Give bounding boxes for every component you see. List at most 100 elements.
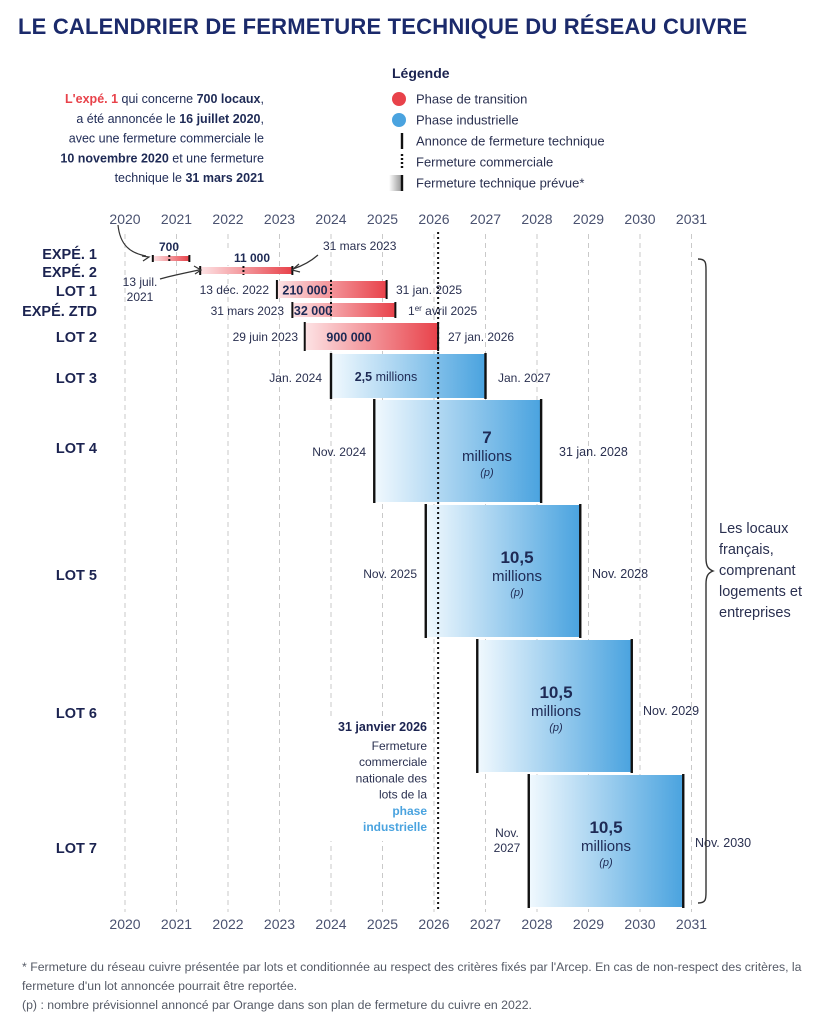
value-lot-6-note-part-0: (p)	[549, 722, 563, 734]
commercial-note-line-4: lots de la	[379, 788, 427, 802]
intro-note-line-3-part-0: avec une fermeture commerciale le	[69, 132, 264, 146]
commercial-note-line-1: Fermeture	[372, 739, 428, 753]
x-tick-bottom-2029: 2029	[573, 916, 604, 932]
value-lot-7-amount-part-0: 10,5	[589, 818, 622, 837]
start-label-exp-ztd: 31 mars 2023	[211, 304, 285, 318]
row-label-lot-3: LOT 3	[56, 371, 97, 387]
side-note-line-3: comprenant	[719, 563, 796, 579]
start-label-lot-4: Nov. 2024	[312, 445, 366, 459]
value-lot-4-unit-part-0: millions	[462, 448, 512, 465]
legend-title: Légende	[392, 65, 450, 81]
labels: 2020 2020 2021 2021 2022 2022 2023 2023 2024 2024…	[22, 211, 751, 932]
intro-note-line-5-part-0: technique le	[115, 171, 186, 185]
x-tick-bottom-2024: 2024	[315, 916, 346, 932]
value-lot-1-part-0: 210 000	[282, 284, 327, 298]
side-note-line-1: Les locaux	[719, 521, 789, 537]
arrow-head-intro	[141, 255, 151, 262]
side-note-line-4: logements et	[719, 584, 802, 600]
x-tick-top-2025: 2025	[367, 211, 398, 227]
x-tick-top-2021: 2021	[161, 211, 192, 227]
end-label-lot-5: Nov. 2028	[592, 567, 648, 581]
row-label-lot-6: LOT 6	[56, 706, 97, 722]
bar-lot-5	[425, 505, 581, 637]
start-label-lot-3: Jan. 2024	[269, 371, 322, 385]
bar-lot-7	[528, 775, 684, 907]
bar-exp-2	[200, 267, 293, 274]
bar-lot-6	[477, 640, 632, 772]
x-tick-bottom-2030: 2030	[624, 916, 655, 932]
value-lot-4-amount: 7	[482, 428, 491, 447]
x-tick-top-2030: 2030	[624, 211, 655, 227]
end-label-lot-6: Nov. 2029	[643, 704, 699, 718]
value-lot-7-note-part-0: (p)	[599, 857, 613, 869]
start-label-lot-5: Nov. 2025	[363, 567, 417, 581]
legend-item-fermeture-commerciale: Fermeture commerciale	[416, 155, 553, 170]
value-lot-6-amount: 10,5	[539, 683, 572, 702]
value-lot-6-unit-part-0: millions	[531, 703, 581, 720]
x-tick-bottom-2026: 2026	[418, 916, 449, 932]
row-label-lot-7: LOT 7	[56, 841, 97, 857]
value-lot-2-part-0: 900 000	[326, 331, 371, 345]
x-tick-bottom-2031: 2031	[676, 916, 707, 932]
footnote-criteria: * Fermeture du réseau cuivre présentée p…	[22, 960, 802, 993]
bars	[151, 255, 685, 908]
arrow-head-expe-2-end	[290, 263, 301, 273]
x-tick-bottom-2028: 2028	[521, 916, 552, 932]
value-lot-4-note-part-0: (p)	[480, 467, 494, 479]
x-tick-top-2029: 2029	[573, 211, 604, 227]
annotations: L'expé. 1 qui concerne 700 locaux,a été …	[60, 65, 802, 904]
end-label-exp-ztd-sup: er	[415, 304, 422, 313]
commercial-note-bg	[318, 716, 430, 841]
footnote-forecast: (p) : nombre prévisionnel annoncé par Or…	[22, 998, 532, 1012]
arrow-intro-to-expe-1	[117, 224, 147, 257]
x-tick-bottom-2020: 2020	[109, 916, 140, 932]
intro-note-line-1-part-1: qui concerne	[118, 92, 197, 106]
row-label-exp-2: EXPÉ. 2	[42, 264, 97, 281]
commercial-note-line-3: nationale des	[356, 771, 427, 785]
value-bg-exp-2	[226, 250, 278, 265]
value-exp-ztd-part-0: 32 000	[294, 304, 332, 318]
value-lot-5-unit-part-0: millions	[492, 568, 542, 585]
x-tick-bottom-2025: 2025	[367, 916, 398, 932]
bar-lot-3	[331, 354, 486, 398]
legend-item-phase-de-transition: Phase de transition	[416, 92, 527, 107]
bar-lot-4	[374, 400, 542, 502]
value-lot-5-unit: millions	[492, 568, 542, 585]
commercial-note-date: 31 janvier 2026	[338, 720, 427, 734]
x-tick-bottom-2022: 2022	[212, 916, 243, 932]
value-lot-2: 900 000	[326, 331, 371, 345]
bar-exp-ztd	[292, 303, 396, 317]
closure-timeline-chart: 2020 2020 2021 2021 2022 2022 2023 2023 2024 2024…	[22, 65, 802, 932]
x-tick-top-2031: 2031	[676, 211, 707, 227]
intro-note-line-4: 10 novembre 2020 et une fermeture	[60, 151, 264, 165]
value-lot-5-note: (p)	[510, 587, 524, 599]
end-label-exp-ztd-day: 1	[408, 304, 415, 318]
value-lot-4-amount-part-0: 7	[482, 428, 491, 447]
value-lot-6-amount-part-0: 10,5	[539, 683, 572, 702]
value-lot-4-note: (p)	[480, 467, 494, 479]
value-exp-1: 700	[159, 240, 179, 254]
value-lot-3-part-1: millions	[372, 370, 417, 384]
intro-note-line-5: technique le 31 mars 2021	[115, 171, 264, 185]
brace-all-lots	[697, 258, 715, 904]
intro-note-line-1-part-3: ,	[261, 92, 264, 106]
intro-note-line-2-part-1: 16 juillet 2020	[179, 112, 260, 126]
x-tick-bottom-2023: 2023	[264, 916, 295, 932]
x-tick-bottom-2021: 2021	[161, 916, 192, 932]
value-lot-7-note: (p)	[599, 857, 613, 869]
legend-swatch-phase-industrielle	[392, 113, 406, 127]
row-label-lot-2: LOT 2	[56, 330, 97, 346]
end-label-lot-4: 31 jan. 2028	[559, 445, 628, 459]
legend-item-annonce-de-fermeture-technique: Annonce de fermeture technique	[416, 134, 605, 149]
value-exp-2: 11 000	[234, 251, 270, 265]
start-label-exp-2: 13 juil.	[123, 275, 158, 289]
intro-note-line-5-part-1: 31 mars 2021	[185, 171, 264, 185]
end-label-lot-3: Jan. 2027	[498, 371, 551, 385]
start-label-lot-7: Nov.	[495, 826, 519, 840]
end-label-exp-ztd-rest: avril 2025	[422, 304, 478, 318]
value-lot-5-amount-part-0: 10,5	[500, 548, 533, 567]
value-lot-3-part-0: 2,5	[355, 370, 372, 384]
legend-item-fermeture-technique-pr-vue: Fermeture technique prévue*	[416, 176, 584, 191]
x-tick-top-2026: 2026	[418, 211, 449, 227]
value-lot-4-unit: millions	[462, 448, 512, 465]
